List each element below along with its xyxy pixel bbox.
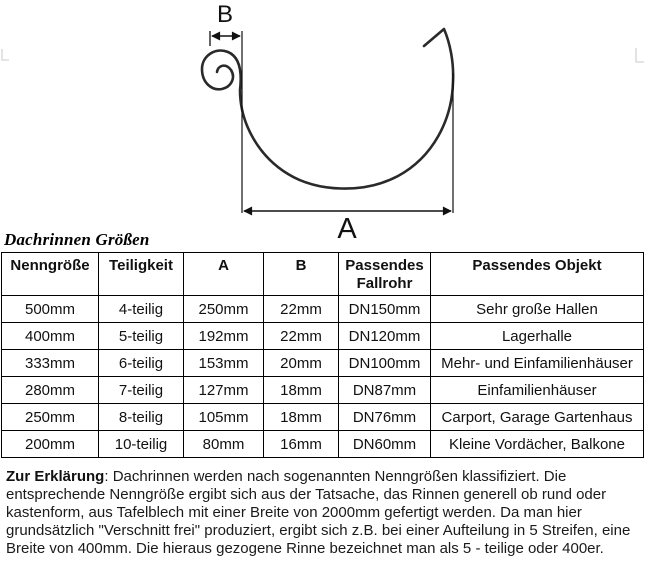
table-cell: DN87mm <box>338 376 431 404</box>
table-cell: 200mm <box>1 430 99 458</box>
table-cell: 333mm <box>1 349 99 377</box>
table-cell: Carport, Garage Gartenhaus <box>430 403 644 431</box>
dimension-label-a: A <box>337 213 357 245</box>
table-cell: 20mm <box>263 349 339 377</box>
column-header: Teiligkeit <box>98 252 184 296</box>
gutter-cross-section-diagram: B A <box>1 1 644 245</box>
table-cell: 10-teilig <box>98 430 184 458</box>
table-row: 400mm 5-teilig 192mm 22mm DN120mm Lagerhalle <box>1 322 644 350</box>
table-cell: 7-teilig <box>98 376 184 404</box>
table-cell: 18mm <box>263 376 339 404</box>
table-cell: 5-teilig <box>98 322 184 350</box>
explanation-body: : Dachrinnen werden nach sogenannten Nen… <box>6 468 631 557</box>
table-cell: 18mm <box>263 403 339 431</box>
table-cell: Kleine Vordächer, Balkone <box>430 430 644 458</box>
table-cell: 250mm <box>1 403 99 431</box>
table-row: 200mm 10-teilig 80mm 16mm DN60mm Kleine Vordä… <box>1 430 644 458</box>
scan-artifact-left <box>1 49 9 61</box>
table-cell: 80mm <box>183 430 264 458</box>
table-cell: Lagerhalle <box>430 322 644 350</box>
table-row: 333mm 6-teilig 153mm 20mm DN100mm Mehr- und E… <box>1 349 644 377</box>
table-cell: Einfamilienhäuser <box>430 376 644 404</box>
table-row: 280mm 7-teilig 127mm 18mm DN87mm Einfamilienh… <box>1 376 644 404</box>
table-cell: DN60mm <box>338 430 431 458</box>
table-cell: 6-teilig <box>98 349 184 377</box>
table-cell: 500mm <box>1 295 99 323</box>
table-cell: Sehr große Hallen <box>430 295 644 323</box>
explanation-paragraph: Zur Erklärung: Dachrinnen werden nach so… <box>6 468 646 558</box>
table-header-row: Nenngröße Teiligkeit A B Passendes Fallrohr P… <box>1 252 644 296</box>
table-cell: 22mm <box>263 322 339 350</box>
explanation-lead: Zur Erklärung <box>6 468 105 485</box>
table-cell: 16mm <box>263 430 339 458</box>
table-cell: 22mm <box>263 295 339 323</box>
table-row: 250mm 8-teilig 105mm 18mm DN76mm Carport, Gar… <box>1 403 644 431</box>
table-row: 500mm 4-teilig 250mm 22mm DN150mm Sehr große … <box>1 295 644 323</box>
table-cell: 127mm <box>183 376 264 404</box>
table-cell: 280mm <box>1 376 99 404</box>
table-cell: DN76mm <box>338 403 431 431</box>
scan-artifact-right <box>635 48 644 63</box>
table-cell: 105mm <box>183 403 264 431</box>
column-header: B <box>263 252 339 296</box>
table-cell: 400mm <box>1 322 99 350</box>
gutter-sizes-table: Nenngröße Teiligkeit A B Passendes Fallrohr P… <box>1 252 644 458</box>
table-title: Dachrinnen Größen <box>4 230 150 249</box>
table-cell: DN100mm <box>338 349 431 377</box>
column-header: A <box>183 252 264 296</box>
table-cell: DN150mm <box>338 295 431 323</box>
dimension-label-b: B <box>217 1 233 28</box>
table-cell: DN120mm <box>338 322 431 350</box>
column-header: Passendes Objekt <box>430 252 644 296</box>
column-header: Passendes Fallrohr <box>338 252 431 296</box>
table-cell: 192mm <box>183 322 264 350</box>
table-cell: 4-teilig <box>98 295 184 323</box>
gutter-profile-path <box>200 27 455 190</box>
table-cell: 8-teilig <box>98 403 184 431</box>
table-cell: 250mm <box>183 295 264 323</box>
table-cell: 153mm <box>183 349 264 377</box>
table-cell: Mehr- und Einfamilienhäuser <box>430 349 644 377</box>
column-header: Nenngröße <box>1 252 99 296</box>
